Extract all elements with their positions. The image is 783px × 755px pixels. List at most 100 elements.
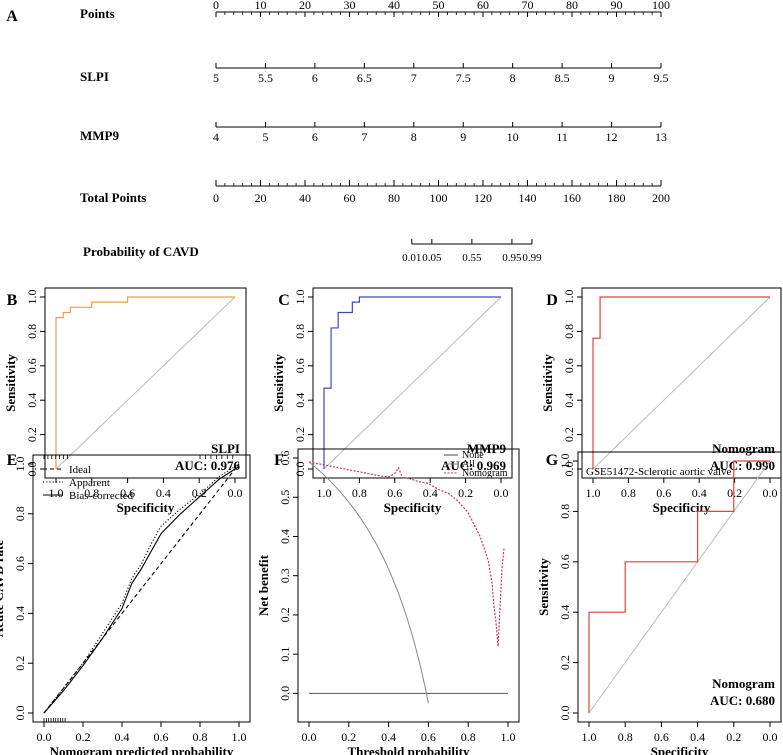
panel-letter: F [274,452,284,469]
legend-label-nomogram: Nomogram [462,468,508,479]
x-tick-label: 0.4 [690,730,705,744]
total-points-tick-label: 100 [430,191,448,205]
calibration-line-ideal [43,463,240,714]
mmp9-tick-label: 9 [460,130,466,144]
y-tick-label: 0.6 [278,451,292,466]
x-tick-label: 1.0 [317,486,332,500]
x-tick-label: 0.4 [423,486,438,500]
x-tick-label: 0.2 [341,730,356,744]
y-tick-label: 0.2 [25,427,39,442]
y-tick-label: 0.5 [278,490,292,505]
x-axis-title: Specificity [117,500,175,515]
x-tick-label: 0.4 [115,730,130,744]
y-tick-label: 0.4 [562,393,576,408]
panel-letter-a: A [6,8,18,25]
x-tick-label: 0.6 [120,486,135,500]
y-tick-label: 0.0 [293,462,307,477]
x-tick-label: 0.2 [192,486,207,500]
x-axis-title: Threshold probability [348,744,470,755]
y-tick-label: 1.0 [293,290,307,305]
calibration-line-bias-corrected [43,466,240,714]
total-points-tick-label: 20 [255,191,267,205]
x-tick-label: 0.0 [302,730,317,744]
points-tick-label: 20 [299,0,311,12]
x-tick-label: 0.6 [656,486,671,500]
slpi-tick-label: 9 [609,71,615,85]
points-tick-label: 50 [433,0,445,12]
x-tick-label: 0.0 [37,730,52,744]
probability-label: Probability of CAVD [83,244,199,259]
roc-auc-label: AUC: 0.990 [710,458,775,473]
panel-letter: C [278,292,290,309]
y-tick-label: 0.2 [278,607,292,622]
x-tick-label: 0.6 [387,486,402,500]
points-tick-label: 80 [566,0,578,12]
total-points-tick-label: 160 [563,191,581,205]
y-tick-label: 0.0 [562,462,576,477]
y-tick-label: 0.6 [562,358,576,373]
y-tick-label: 0.2 [293,427,307,442]
total-points-tick-label: 80 [388,191,400,205]
points-tick-label: 90 [611,0,623,12]
x-tick-label: 0.8 [84,486,99,500]
total-points-tick-label: 40 [299,191,311,205]
x-tick-label: 0.2 [727,486,742,500]
x-tick-label: 1.0 [582,730,597,744]
points-tick-label: 0 [213,0,219,12]
y-tick-label: 0.2 [558,655,572,670]
x-tick-label: 1.0 [49,486,64,500]
x-tick-label: 0.0 [228,486,243,500]
x-tick-label: 0.8 [618,730,633,744]
y-tick-label: 0.0 [558,706,572,721]
decision-curve-all [308,461,429,704]
slpi-tick-label: 7 [411,71,417,85]
mmp9-tick-label: 4 [213,130,219,144]
probability-tick-label: 0.55 [462,252,482,264]
mmp9-tick-label: 5 [262,130,268,144]
y-tick-label: 1.0 [25,290,39,305]
roc-model-label: Nomogram [712,441,775,456]
probability-tick-label: 0.95 [502,252,522,264]
plot-frame [581,287,782,479]
decision-curve-nomogram [308,461,505,647]
mmp9-tick-label: 13 [655,130,667,144]
panel-letter: E [7,452,18,469]
x-tick-label: 0.6 [154,730,169,744]
plot-frame [32,454,251,723]
points-tick-label: 60 [477,0,489,12]
plot-frame [577,451,782,723]
mmp9-tick-label: 10 [507,130,519,144]
roc-auc-label: AUC: 0.976 [175,458,240,473]
legend-label-bias-corrected: Bias-corrected [69,490,134,502]
roc-model-label: Nomogram [712,676,775,691]
y-tick-label: 0.3 [278,568,292,583]
mmp9-tick-label: 7 [361,130,367,144]
total-points-tick-label: 200 [652,191,670,205]
points-tick-label: 30 [344,0,356,12]
roc-auc-label: AUC: 0.969 [441,458,506,473]
slpi-tick-label: 8 [510,71,516,85]
slpi-tick-label: 5.5 [258,71,273,85]
y-axis-title: Sensitivity [536,558,551,616]
slpi-tick-label: 8.5 [555,71,570,85]
y-tick-label: 0.8 [293,324,307,339]
roc-auc-label: AUC: 0.680 [710,693,775,708]
plot-frame [44,287,247,479]
legend-label-apparent: Apparent [69,477,110,489]
x-tick-label: 0.6 [421,730,436,744]
x-axis-title: Specificity [384,500,442,515]
legend-label-all: All [462,459,475,470]
mmp9-tick-label: 6 [312,130,318,144]
panel-letter: B [7,292,18,309]
slpi-tick-label: 7.5 [456,71,471,85]
roc-curve-nomogram [592,296,770,469]
roc-curve-gse51472-sclerotic-aortic-valve [588,460,770,713]
y-axis-title: Sensitivity [3,354,18,412]
y-tick-label: 0.4 [25,393,39,408]
y-tick-label: 0.1 [278,647,292,662]
y-tick-label: 0.0 [278,686,292,701]
y-tick-label: 0.6 [293,358,307,373]
y-tick-label: 0.0 [25,462,39,477]
